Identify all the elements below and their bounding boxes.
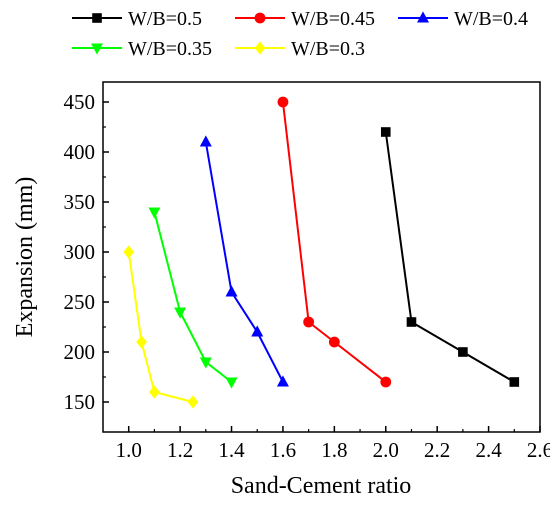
y-axis: 150 200 250 300 350 400 450 <box>64 90 109 414</box>
x-tick-label: 2.6 <box>527 438 550 462</box>
legend-marker <box>417 11 429 23</box>
legend-label: W/B=0.3 <box>291 38 365 60</box>
plot-frame <box>102 81 541 433</box>
data-point <box>199 357 212 369</box>
x-tick-label: 2.0 <box>373 438 399 462</box>
data-point <box>458 347 468 357</box>
legend-marker <box>91 43 103 55</box>
data-point <box>187 395 199 409</box>
legend-item: W/B=0.4 <box>398 8 528 30</box>
x-tick-label: 1.4 <box>218 438 245 462</box>
legend-label: W/B=0.45 <box>291 8 375 30</box>
series-line <box>127 251 194 403</box>
y-tick-label: 300 <box>64 240 96 264</box>
data-point <box>509 377 520 387</box>
series-line <box>204 141 284 383</box>
data-point <box>174 307 187 319</box>
series-W/B=0.35 <box>148 207 238 389</box>
data-point <box>380 376 392 388</box>
legend-label: W/B=0.35 <box>128 38 212 60</box>
x-tick-label: 1.8 <box>321 438 347 462</box>
x-tick-label: 2.4 <box>475 438 502 462</box>
x-axis-title: Sand-Cement ratio <box>231 473 412 499</box>
legend-item: W/B=0.45 <box>235 8 375 30</box>
series-line <box>153 211 233 383</box>
series-W/B=0.5 <box>380 127 520 387</box>
series-layer <box>123 96 520 409</box>
legend-item: W/B=0.5 <box>72 8 202 30</box>
legend-marker <box>254 41 266 55</box>
y-axis-title: Expansion (mm) <box>12 177 38 338</box>
legend-item: W/B=0.3 <box>235 38 365 60</box>
y-tick-label: 200 <box>64 340 96 364</box>
legend-label: W/B=0.5 <box>128 8 202 30</box>
y-tick-label: 350 <box>64 190 96 214</box>
series-W/B=0.45 <box>277 96 392 388</box>
y-tick-label: 450 <box>64 90 96 114</box>
y-tick-label: 150 <box>64 390 96 414</box>
series-line <box>281 101 387 383</box>
data-point <box>406 317 417 327</box>
data-point <box>123 245 135 259</box>
data-point <box>225 377 238 389</box>
data-point <box>277 96 289 108</box>
legend-label: W/B=0.4 <box>454 8 528 30</box>
data-point <box>199 135 212 147</box>
y-tick-label: 250 <box>64 290 96 314</box>
series-W/B=0.3 <box>123 245 199 409</box>
series-line <box>384 131 515 383</box>
data-point <box>328 336 340 348</box>
data-point <box>136 335 147 349</box>
plot-area: 1.0 1.2 1.4 1.6 1.8 2.0 2.2 2.4 2.6 150 200 250 300… <box>64 81 550 462</box>
y-tick-label: 400 <box>64 140 96 164</box>
data-point <box>149 385 160 399</box>
x-tick-label: 1.2 <box>167 438 193 462</box>
x-tick-label: 2.2 <box>424 438 450 462</box>
x-tick-label: 1.0 <box>116 438 142 462</box>
legend-marker <box>92 13 102 23</box>
legend-marker <box>254 12 266 24</box>
data-point <box>148 207 161 219</box>
x-axis: 1.0 1.2 1.4 1.6 1.8 2.0 2.2 2.4 2.6 <box>116 426 550 462</box>
data-point <box>276 375 289 387</box>
series-W/B=0.4 <box>199 135 289 387</box>
legend-item: W/B=0.35 <box>72 38 212 60</box>
data-point <box>380 127 391 137</box>
data-point <box>225 285 238 297</box>
x-tick-label: 1.6 <box>270 438 296 462</box>
data-point <box>303 316 315 328</box>
data-point <box>251 325 264 337</box>
legend: W/B=0.5 W/B=0.45 W/B=0.4 W/B=0.35 W/B=0.3 <box>72 8 528 60</box>
